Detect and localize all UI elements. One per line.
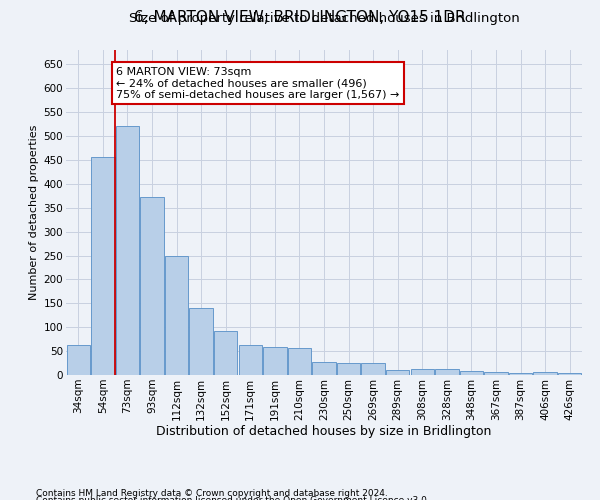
Bar [214, 330, 238, 375]
Bar [116, 126, 139, 375]
Bar [558, 372, 581, 375]
Title: Size of property relative to detached houses in Bridlington: Size of property relative to detached ho… [128, 12, 520, 25]
Bar [435, 370, 458, 375]
Bar [386, 370, 409, 375]
Bar [140, 197, 164, 375]
Bar [165, 256, 188, 375]
Text: Contains HM Land Registry data © Crown copyright and database right 2024.: Contains HM Land Registry data © Crown c… [36, 488, 388, 498]
Bar [313, 362, 335, 375]
Bar [239, 345, 262, 375]
Bar [288, 348, 311, 375]
Bar [263, 348, 287, 375]
Bar [337, 362, 360, 375]
Bar [509, 372, 532, 375]
Y-axis label: Number of detached properties: Number of detached properties [29, 125, 40, 300]
Text: 6, MARTON VIEW, BRIDLINGTON, YO15 1DR: 6, MARTON VIEW, BRIDLINGTON, YO15 1DR [134, 10, 466, 25]
Text: Contains public sector information licensed under the Open Government Licence v3: Contains public sector information licen… [36, 496, 430, 500]
Bar [410, 370, 434, 375]
Bar [484, 372, 508, 375]
Text: 6 MARTON VIEW: 73sqm
← 24% of detached houses are smaller (496)
75% of semi-deta: 6 MARTON VIEW: 73sqm ← 24% of detached h… [116, 66, 400, 100]
Bar [460, 370, 483, 375]
X-axis label: Distribution of detached houses by size in Bridlington: Distribution of detached houses by size … [157, 426, 491, 438]
Bar [91, 156, 115, 375]
Bar [67, 345, 90, 375]
Bar [361, 362, 385, 375]
Bar [533, 372, 557, 375]
Bar [190, 308, 213, 375]
